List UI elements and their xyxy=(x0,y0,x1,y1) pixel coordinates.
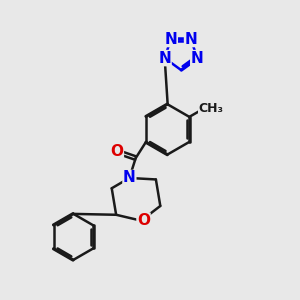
Text: N: N xyxy=(164,32,177,46)
Text: O: O xyxy=(110,144,123,159)
Text: O: O xyxy=(137,213,150,228)
Text: N: N xyxy=(184,32,197,46)
Text: N: N xyxy=(191,51,203,66)
Text: N: N xyxy=(123,170,136,185)
Text: N: N xyxy=(158,51,171,66)
Text: CH₃: CH₃ xyxy=(199,101,224,115)
